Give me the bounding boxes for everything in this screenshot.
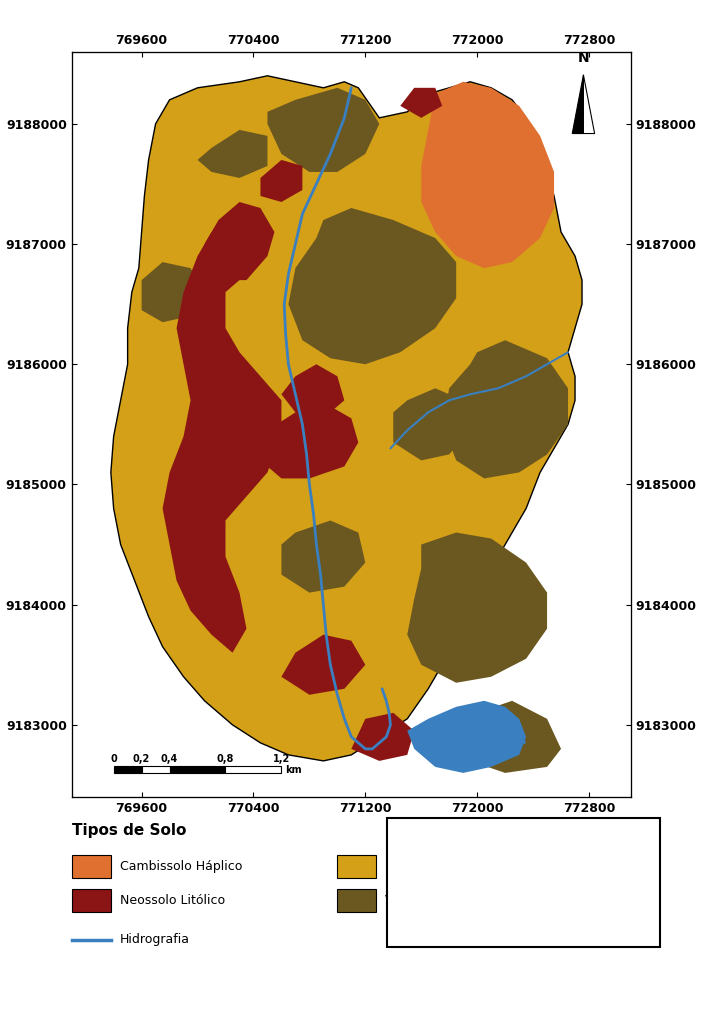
- Polygon shape: [422, 82, 554, 268]
- Polygon shape: [267, 88, 379, 172]
- Text: Cambissolo Háplico: Cambissolo Háplico: [120, 860, 242, 873]
- Text: Neossolo Litólico: Neossolo Litólico: [120, 894, 225, 907]
- Polygon shape: [449, 88, 491, 129]
- Polygon shape: [141, 262, 204, 322]
- Text: Hidrografia: Hidrografia: [120, 934, 190, 946]
- Polygon shape: [260, 407, 358, 478]
- Polygon shape: [351, 713, 414, 761]
- Text: Luvissolo Crômico: Luvissolo Crômico: [385, 860, 498, 873]
- Text: 0: 0: [110, 755, 117, 765]
- Polygon shape: [407, 701, 526, 773]
- Polygon shape: [456, 701, 561, 773]
- Polygon shape: [260, 160, 303, 202]
- Polygon shape: [282, 364, 344, 418]
- Polygon shape: [407, 533, 547, 683]
- Text: Tipos de Solo: Tipos de Solo: [72, 823, 186, 837]
- Polygon shape: [141, 766, 170, 773]
- Polygon shape: [435, 713, 526, 761]
- Polygon shape: [442, 341, 568, 478]
- Polygon shape: [393, 388, 470, 461]
- Text: 0,8: 0,8: [217, 755, 234, 765]
- Text: 0,4: 0,4: [161, 755, 179, 765]
- Text: 0,2: 0,2: [133, 755, 151, 765]
- Text: Datum - Sirgas 2000 Zona 24S: Datum - Sirgas 2000 Zona 24S: [427, 897, 619, 911]
- Polygon shape: [400, 88, 442, 118]
- Text: Escala 1:25.000: Escala 1:25.000: [462, 841, 585, 856]
- Text: Sistema de coordenadas UTM: Sistema de coordenadas UTM: [430, 873, 617, 886]
- Text: Vertssolo Cromado: Vertssolo Cromado: [385, 894, 503, 907]
- Polygon shape: [113, 766, 141, 773]
- Polygon shape: [170, 766, 225, 773]
- Text: km: km: [285, 765, 303, 774]
- Text: 1,2: 1,2: [272, 755, 290, 765]
- Polygon shape: [225, 766, 282, 773]
- Polygon shape: [282, 634, 365, 694]
- Polygon shape: [288, 208, 456, 364]
- Polygon shape: [163, 220, 282, 653]
- Polygon shape: [204, 202, 275, 280]
- Polygon shape: [282, 521, 365, 593]
- Polygon shape: [198, 129, 267, 178]
- Polygon shape: [111, 76, 582, 761]
